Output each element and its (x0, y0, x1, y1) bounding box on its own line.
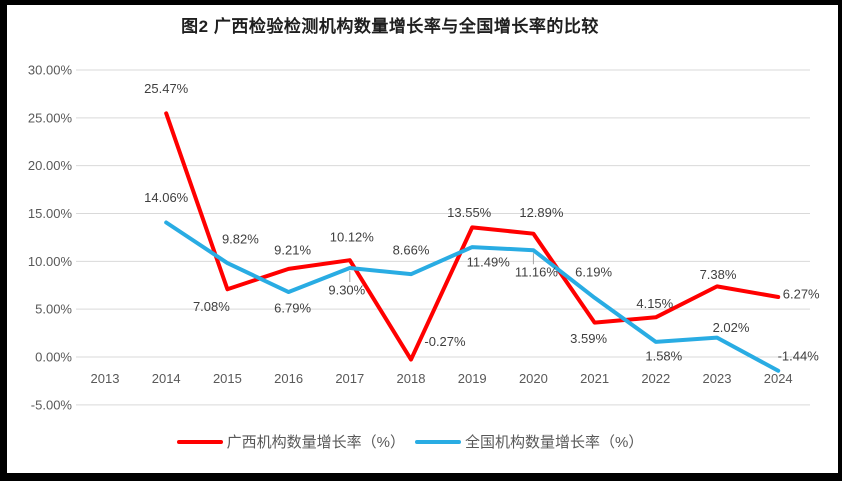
guangxi-data-label: 10.12% (330, 230, 375, 245)
national-data-label: 11.16% (515, 265, 559, 280)
guangxi-data-label: 3.59% (570, 331, 607, 346)
guangxi-data-label: 4.15% (636, 296, 673, 311)
y-axis-tick-label: 5.00% (35, 302, 72, 317)
y-axis-tick-label: 10.00% (28, 254, 73, 269)
national-data-label: 9.30% (328, 283, 365, 298)
guangxi-data-label: 9.21% (274, 242, 311, 257)
x-axis-tick-label: 2018 (397, 371, 426, 386)
guangxi-data-label: 7.38% (700, 267, 737, 282)
x-axis-tick-label: 2017 (335, 371, 364, 386)
national-data-label: 6.79% (274, 301, 311, 316)
y-axis-tick-label: -5.00% (31, 397, 73, 412)
national-data-label: 14.06% (144, 190, 189, 205)
chart-legend: 广西机构数量增长率（%） 全国机构数量增长率（%） (0, 431, 820, 452)
legend-item-guangxi: 广西机构数量增长率（%） (176, 431, 405, 452)
national-series-line (164, 220, 781, 373)
x-axis-tick-label: 2020 (519, 371, 548, 386)
y-axis-tick-label: 30.00% (28, 62, 73, 77)
chart-title: 图2 广西检验检测机构数量增长率与全国增长率的比较 (181, 17, 599, 36)
x-axis-tick-label: 2024 (764, 371, 793, 386)
guangxi-data-label: 25.47% (144, 81, 189, 96)
guangxi-series-line (164, 111, 781, 362)
guangxi-data-label: 13.55% (447, 205, 492, 220)
x-axis-tick-label: 2016 (274, 371, 303, 386)
guangxi-data-label: -0.27% (424, 334, 466, 349)
legend-item-national: 全国机构数量增长率（%） (415, 431, 643, 452)
national-data-label: 9.82% (222, 232, 259, 247)
national-line-swatch (415, 439, 461, 444)
legend-label-guangxi: 广西机构数量增长率（%） (226, 434, 405, 451)
national-data-label: 2.02% (713, 320, 750, 335)
x-axis-tick-label: 2014 (152, 371, 181, 386)
national-data-label: 11.49% (467, 255, 511, 270)
x-axis-tick-label: 2013 (91, 371, 120, 386)
y-axis-tick-label: 15.00% (28, 206, 73, 221)
x-axis-tick-label: 2022 (641, 371, 670, 386)
legend-label-national: 全国机构数量增长率（%） (465, 434, 644, 451)
x-axis-tick-label: 2019 (458, 371, 487, 386)
x-axis-tick-label: 2021 (580, 371, 609, 386)
national-data-label: 6.19% (575, 264, 612, 279)
x-axis-tick-label: 2023 (703, 371, 732, 386)
guangxi-line-swatch (176, 439, 223, 444)
guangxi-data-label: 7.08% (193, 299, 230, 314)
guangxi-data-label: 6.27% (783, 287, 820, 302)
guangxi-data-label: 12.89% (519, 205, 564, 220)
x-axis-tick-label: 2015 (213, 371, 242, 386)
y-axis-tick-label: 25.00% (28, 110, 73, 125)
y-axis-tick-label: 20.00% (28, 158, 73, 173)
national-data-label: 8.66% (393, 243, 430, 258)
national-data-label: 1.58% (645, 348, 682, 363)
national-data-label: -1.44% (778, 348, 820, 363)
y-axis-tick-label: 0.00% (35, 350, 72, 365)
